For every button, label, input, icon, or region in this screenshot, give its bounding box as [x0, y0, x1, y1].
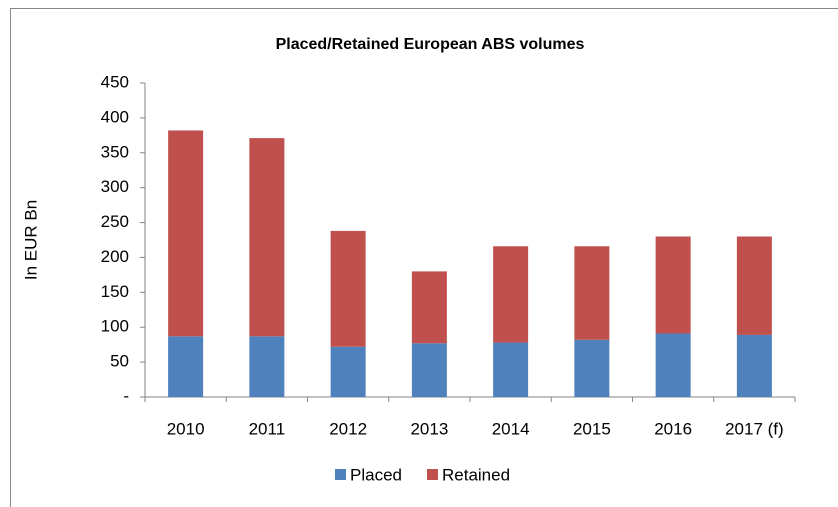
x-tick-label: 2014: [492, 419, 530, 438]
bar: [330, 346, 366, 397]
bar: [736, 236, 772, 335]
legend-label: Placed: [350, 465, 402, 484]
y-tick-label: 200: [101, 247, 129, 266]
x-tick-label: 2016: [654, 419, 692, 438]
bar: [736, 334, 772, 397]
y-tick-label: 400: [101, 107, 129, 126]
y-axis-label: In EUR Bn: [21, 200, 40, 280]
bar: [330, 230, 366, 347]
x-tick-label: 2017 (f): [725, 419, 784, 438]
y-tick-label: 300: [101, 177, 129, 196]
y-tick-label: 450: [101, 72, 129, 91]
bar: [168, 336, 204, 397]
bar: [655, 236, 691, 334]
bar: [249, 138, 285, 337]
bar: [249, 336, 285, 397]
bar: [493, 246, 529, 343]
y-tick-label: 350: [101, 142, 129, 161]
chart-frame: [10, 8, 838, 507]
y-tick-label: 100: [101, 317, 129, 336]
y-tick-label: 50: [110, 352, 129, 371]
legend-swatch: [335, 469, 346, 480]
legend-label: Retained: [442, 465, 510, 484]
bar: [493, 342, 529, 397]
bar: [574, 246, 610, 340]
x-tick-label: 2010: [167, 419, 205, 438]
bar: [574, 339, 610, 397]
x-tick-label: 2013: [410, 419, 448, 438]
bar: [411, 271, 447, 344]
bar: [655, 333, 691, 397]
x-tick-label: 2012: [329, 419, 367, 438]
y-tick-label: -: [123, 386, 129, 405]
bar: [411, 343, 447, 397]
bar: [168, 130, 204, 337]
x-tick-label: 2011: [249, 419, 286, 438]
chart-title: Placed/Retained European ABS volumes: [276, 36, 585, 53]
legend-swatch: [426, 469, 438, 480]
x-tick-label: 2015: [573, 419, 611, 438]
y-tick-label: 250: [101, 212, 129, 231]
y-tick-label: 150: [101, 282, 129, 301]
